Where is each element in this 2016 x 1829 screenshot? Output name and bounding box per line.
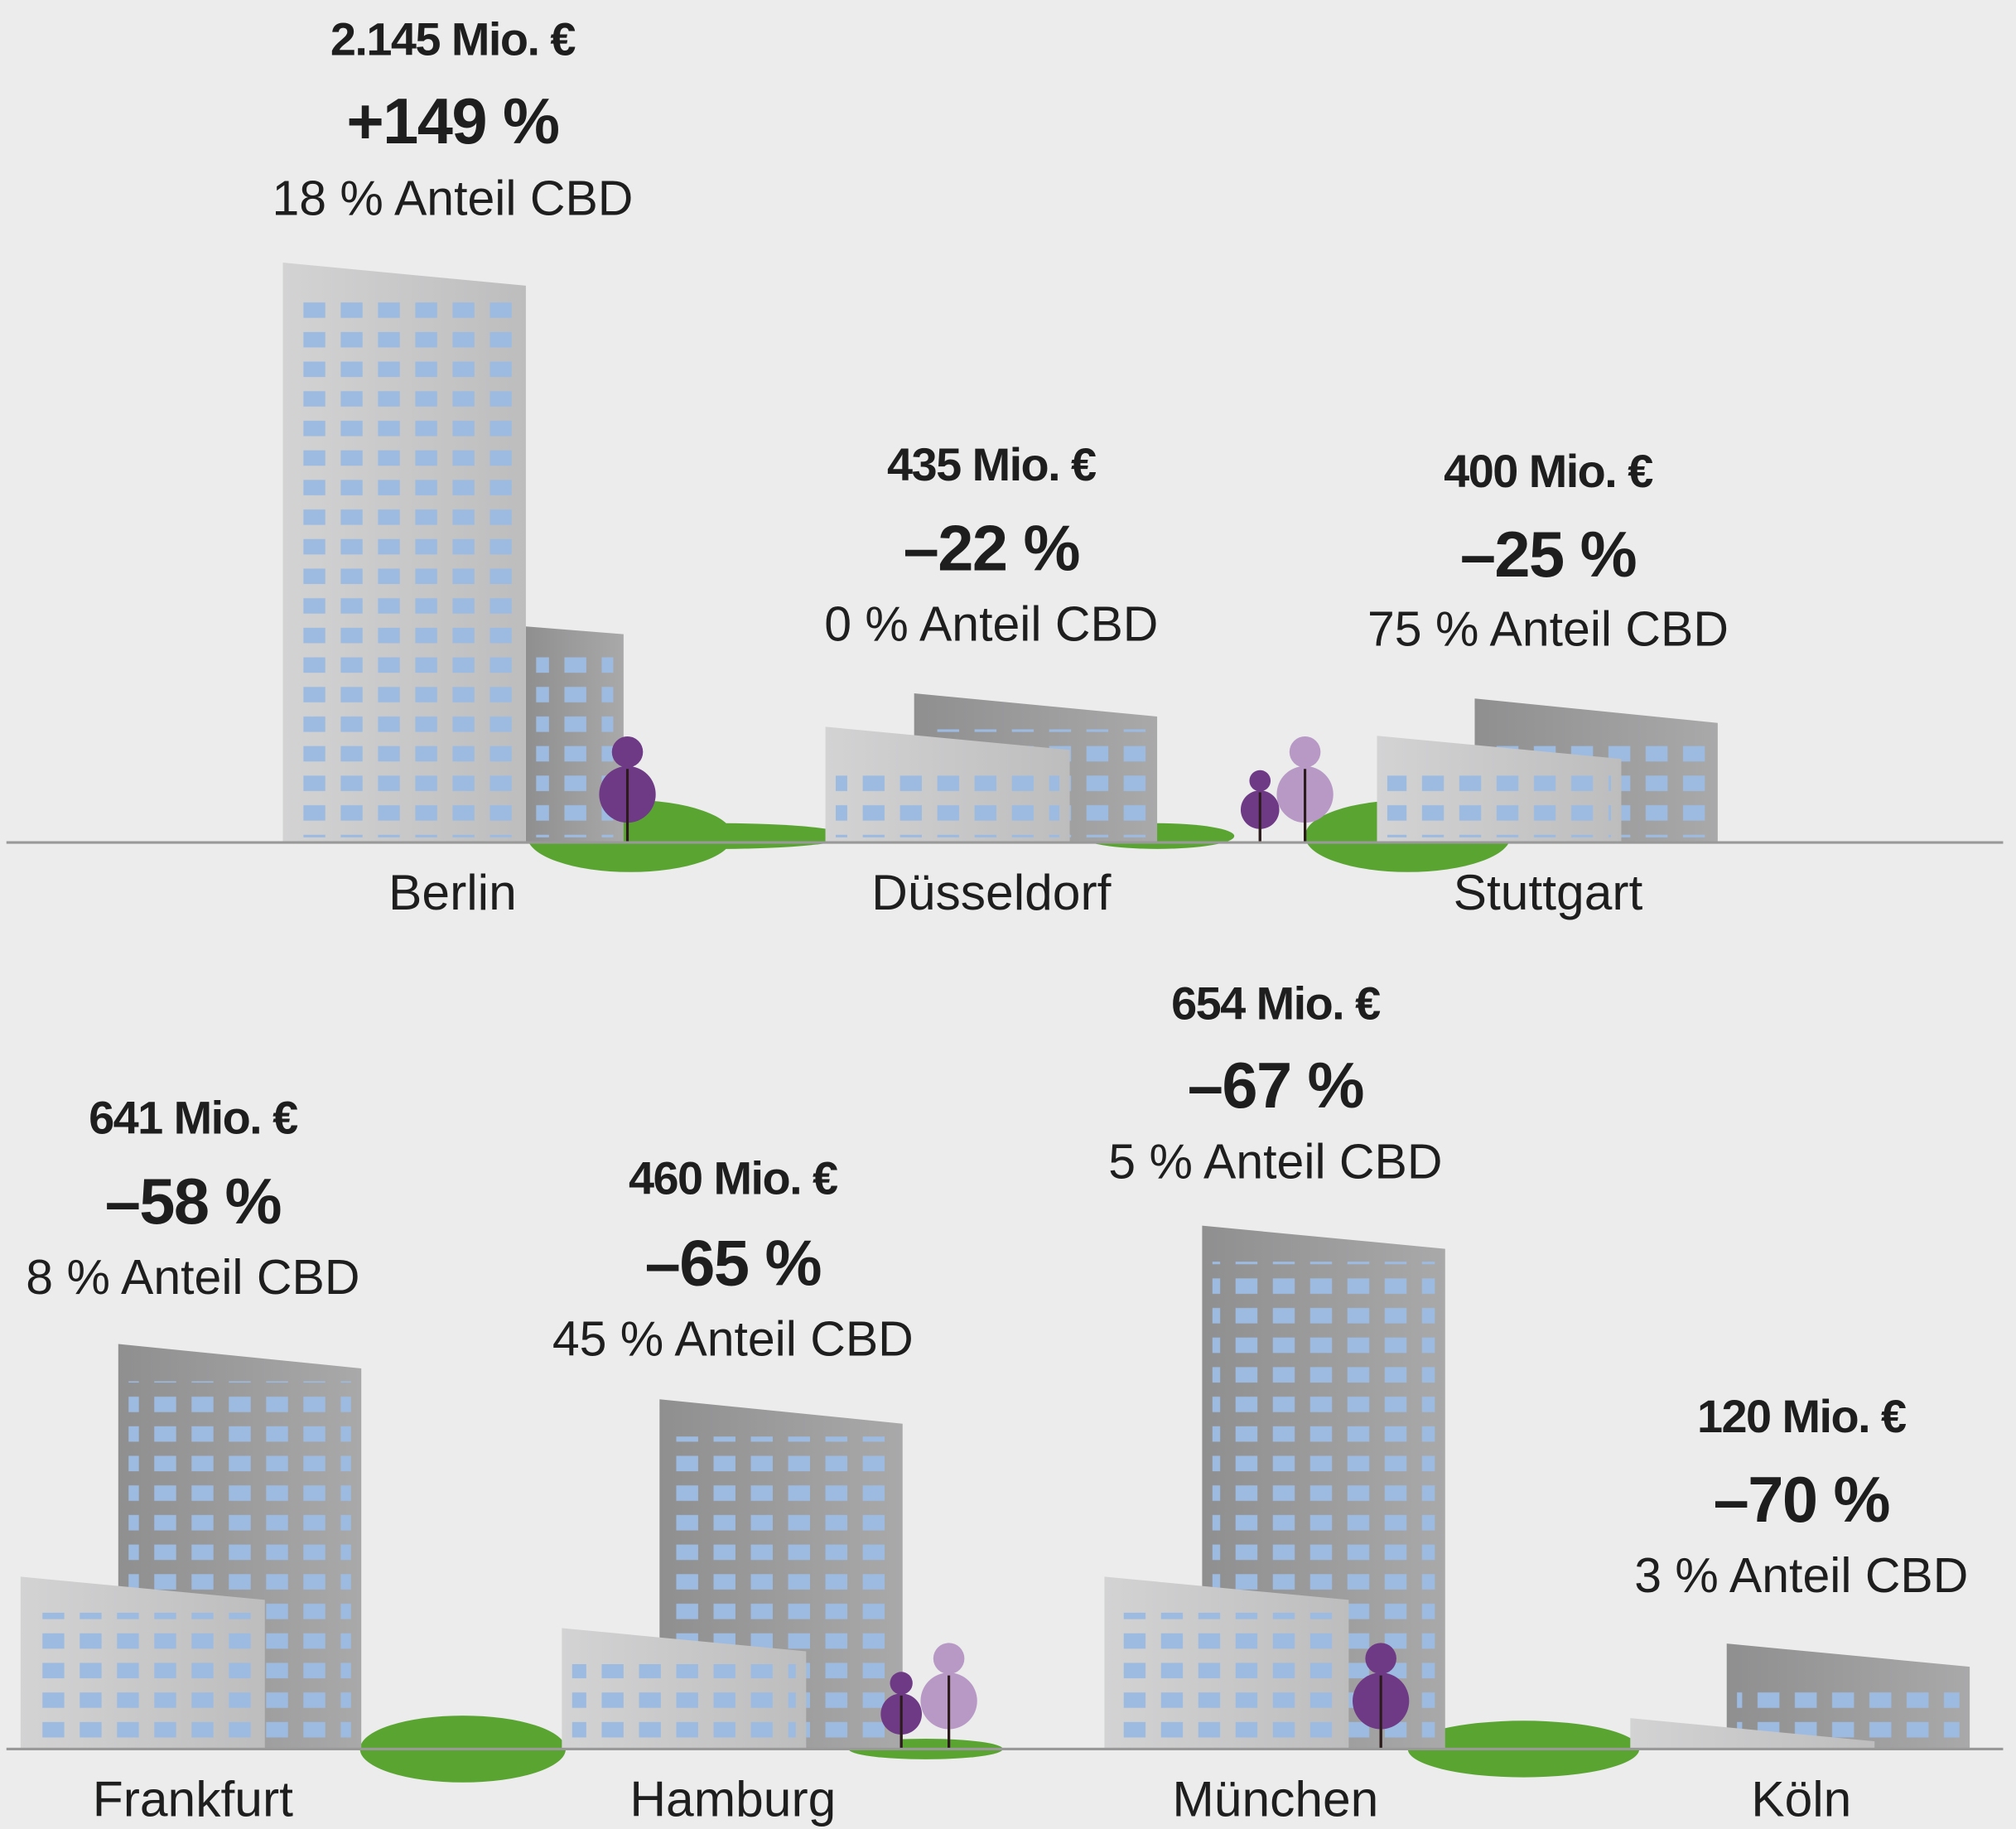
tree (612, 736, 644, 768)
building-windows (536, 647, 613, 837)
tree (890, 1672, 912, 1694)
city-cbd-share: 0 % Anteil CBD (824, 597, 1158, 651)
city-volume: 435 Mio. € (887, 438, 1097, 490)
city-change: –58 % (105, 1166, 281, 1238)
building-windows (293, 298, 516, 837)
city-change: –25 % (1460, 519, 1636, 591)
infographic: 2.145 Mio. € +149 % 18 % Anteil CBD Berlin 4… (0, 0, 2016, 1829)
city-name: Düsseldorf (871, 864, 1111, 920)
building-windows (1387, 772, 1611, 837)
city-volume: 460 Mio. € (629, 1152, 838, 1204)
city-volume: 2.145 Mio. € (330, 12, 576, 65)
city-name: Berlin (388, 864, 517, 920)
tree (1249, 770, 1271, 792)
city-cbd-share: 5 % Anteil CBD (1108, 1135, 1442, 1189)
city-cbd-share: 75 % Anteil CBD (1367, 603, 1729, 657)
page: 2.145 Mio. € +149 % 18 % Anteil CBD Berlin 4… (0, 0, 2016, 1829)
building-windows (836, 763, 1059, 837)
hill (591, 823, 848, 849)
building-windows (572, 1664, 796, 1744)
tree (1365, 1643, 1396, 1674)
tree (933, 1643, 965, 1674)
city-change: –65 % (645, 1228, 821, 1299)
city-change: +149 % (346, 86, 558, 157)
city-name: Frankfurt (93, 1771, 293, 1827)
tree (1290, 736, 1321, 768)
city-name: Hamburg (629, 1771, 836, 1827)
city-cbd-share: 18 % Anteil CBD (272, 172, 633, 226)
city-volume: 120 Mio. € (1697, 1390, 1907, 1442)
city-name: München (1172, 1771, 1378, 1827)
city-change: –70 % (1714, 1465, 1889, 1536)
city-volume: 654 Mio. € (1171, 977, 1381, 1030)
city-volume: 400 Mio. € (1444, 445, 1653, 497)
city-volume: 641 Mio. € (89, 1092, 298, 1144)
city-change: –67 % (1188, 1050, 1363, 1122)
city-name: Stuttgart (1454, 864, 1643, 920)
city-cbd-share: 3 % Anteil CBD (1634, 1549, 1968, 1603)
city-name: Köln (1751, 1771, 1851, 1827)
city-change: –22 % (904, 513, 1079, 584)
city-cbd-share: 8 % Anteil CBD (26, 1251, 359, 1305)
building-windows (1115, 1613, 1338, 1744)
city-cbd-share: 45 % Anteil CBD (552, 1312, 914, 1366)
building-windows (31, 1613, 254, 1744)
